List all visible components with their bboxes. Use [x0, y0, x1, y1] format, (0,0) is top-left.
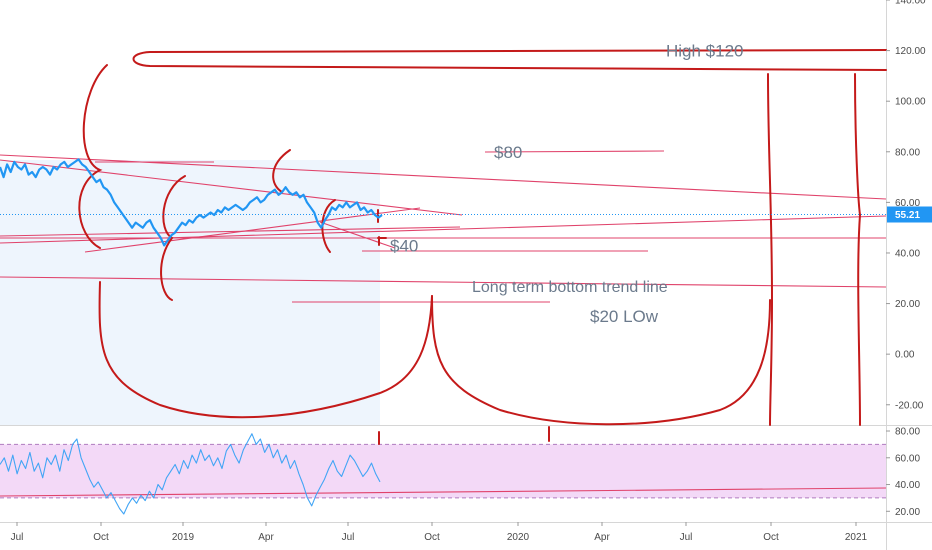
price-tick-label: 0.00 — [895, 350, 915, 361]
last-price-badge: 55.21 — [887, 206, 932, 223]
rsi-tick-label: 40.00 — [895, 480, 920, 491]
annotation-label: $80 — [494, 143, 522, 162]
price-tick-label: 40.00 — [895, 248, 920, 259]
price-tick-label: 20.00 — [895, 299, 920, 310]
history-area — [0, 160, 380, 425]
support-line-43[interactable] — [0, 226, 461, 237]
time-tick-label: Apr — [594, 532, 610, 543]
price-series-line[interactable] — [0, 158, 383, 247]
price-tick-label: 140.00 — [895, 0, 926, 7]
annotation-label: High $120 — [666, 42, 744, 61]
time-tick-label: Oct — [93, 532, 109, 543]
rsi-axis[interactable]: 80.00 60.00 40.00 20.00 — [886, 427, 920, 518]
rsi-band — [0, 444, 886, 498]
rsi-tick-label: 80.00 — [895, 427, 920, 438]
long-term-bottom-trend-line[interactable] — [0, 276, 887, 288]
annotation-label: $20 LOw — [590, 307, 659, 326]
trend-line-descending-short[interactable] — [0, 159, 463, 216]
time-tick-label: 2019 — [172, 532, 195, 543]
big-cup-right[interactable] — [431, 295, 771, 426]
high-120-band[interactable] — [132, 49, 887, 71]
time-tick-label: 2021 — [845, 532, 868, 543]
time-tick-label: Jul — [11, 532, 24, 543]
time-tick-label: Apr — [258, 532, 274, 543]
level-80-line[interactable] — [484, 150, 665, 153]
annotation-label: Long term bottom trend line — [472, 279, 668, 296]
price-tick-label: 100.00 — [895, 97, 926, 108]
price-tick-label: 120.00 — [895, 46, 926, 57]
trend-line-rising-short[interactable] — [84, 207, 421, 253]
right-vertical-a[interactable] — [767, 73, 774, 426]
annotation-labels: High $120 $80 $40 Long term bottom trend li… — [390, 42, 744, 327]
last-price-label: 55.21 — [895, 210, 920, 221]
rsi-tick-label: 60.00 — [895, 453, 920, 464]
bracket-left-top[interactable] — [78, 64, 108, 249]
bracket-apr-top[interactable] — [272, 149, 291, 193]
big-cup-left[interactable] — [98, 281, 433, 419]
time-axis[interactable]: Jul Oct 2019 Apr Jul Oct 2020 Apr Jul Oct 2021 — [11, 522, 868, 543]
price-tick-label: 60.00 — [895, 198, 920, 209]
time-tick-label: Jul — [342, 532, 355, 543]
price-axis[interactable]: 140.00 120.00 100.00 80.00 60.00 40.00 20.00 0.… — [886, 0, 926, 411]
jul-marker[interactable] — [377, 236, 387, 246]
time-tick-label: Oct — [763, 532, 779, 543]
time-tick-label: 2020 — [507, 532, 530, 543]
hand-drawn-annotations[interactable] — [78, 49, 887, 445]
annotation-label: $40 — [390, 236, 418, 255]
right-vertical-b[interactable] — [854, 73, 862, 426]
price-tick-label: 80.00 — [895, 147, 920, 158]
wedge-line-a[interactable] — [319, 221, 396, 249]
time-tick-label: Oct — [424, 532, 440, 543]
price-tick-label: -20.00 — [895, 400, 924, 411]
last-price-badge-bg — [887, 206, 932, 223]
bracket-2019-low[interactable] — [160, 175, 186, 301]
rsi-tick-label: 20.00 — [895, 507, 920, 518]
time-tick-label: Jul — [680, 532, 693, 543]
rsi-series-line[interactable] — [0, 433, 381, 515]
